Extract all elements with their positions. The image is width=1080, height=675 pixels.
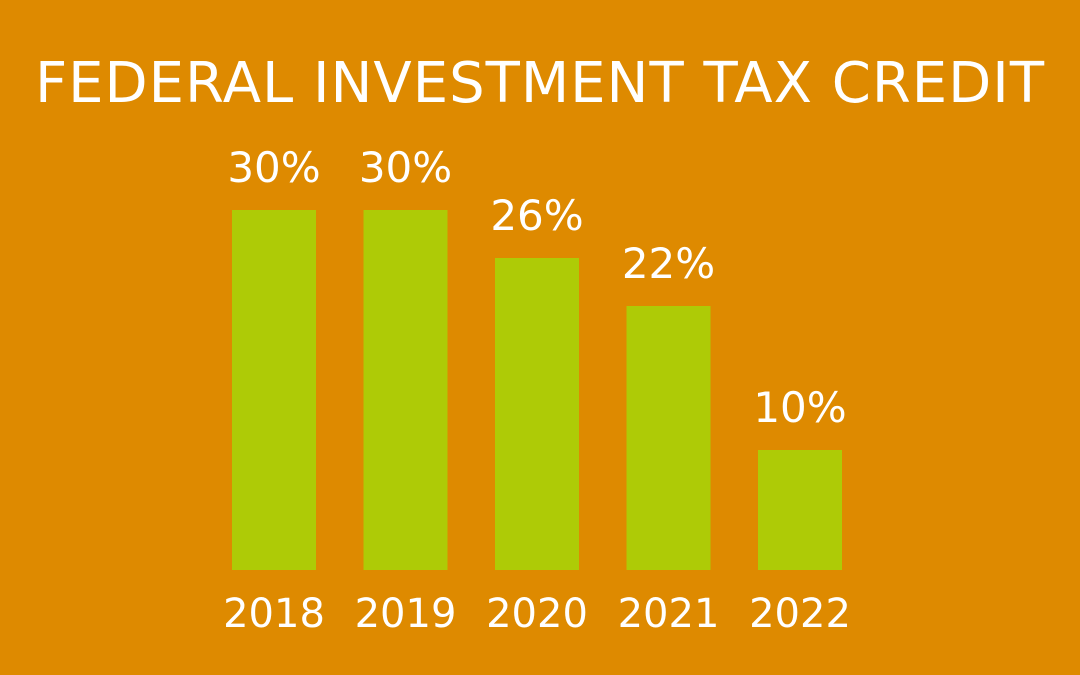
category-label-2019: 2019	[355, 591, 457, 637]
value-label-2019: 30%	[359, 143, 452, 192]
bar-2021	[626, 306, 711, 570]
category-label-2021: 2021	[618, 591, 720, 637]
bar-2020	[495, 258, 579, 570]
bar-2022	[758, 450, 842, 570]
value-label-2018: 30%	[227, 143, 320, 192]
value-label-2021: 22%	[622, 239, 715, 288]
chart-title: FEDERAL INVESTMENT TAX CREDIT	[34, 51, 1046, 116]
bar-2018	[232, 210, 316, 570]
value-label-2020: 26%	[490, 191, 583, 240]
category-label-2020: 2020	[486, 591, 588, 637]
bar-2019	[363, 210, 448, 570]
category-label-2018: 2018	[223, 591, 325, 637]
value-label-2022: 10%	[753, 383, 846, 432]
category-label-2022: 2022	[749, 591, 851, 637]
